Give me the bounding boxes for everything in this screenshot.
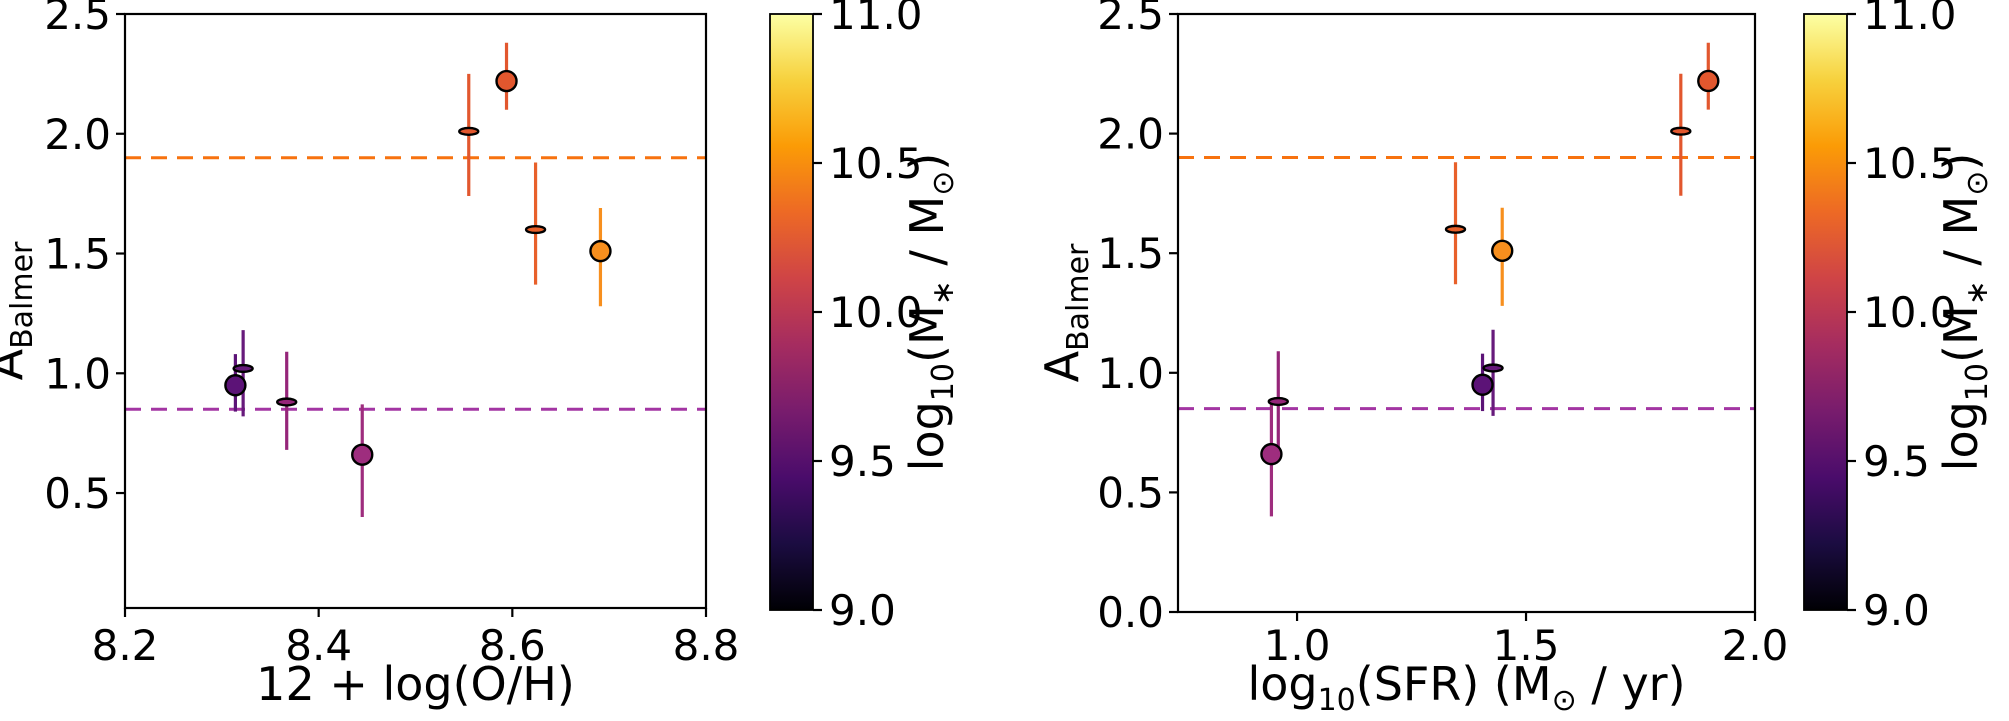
y-tick-label-0.0: 0.0	[1097, 588, 1164, 637]
colorbar-stellar-mass-left: 9.0 9.5 10.0 10.5 11.0 log10(M∗ / M⊙)	[769, 0, 961, 635]
y-tick-label-0.5: 0.5	[1097, 468, 1164, 517]
data-point-ellipse-2	[276, 397, 298, 407]
colorbar-tick-label-9.0: 9.0	[829, 586, 896, 635]
data-point-circle-3	[1260, 442, 1283, 466]
data-point-ellipse-1	[232, 363, 254, 374]
y-axis-label: ABalmer	[0, 241, 40, 380]
x-tick-label-8.8: 8.8	[673, 621, 740, 670]
data-point-circle-5	[1697, 69, 1720, 93]
y-tick-label-1.0: 1.0	[1097, 349, 1164, 398]
y-tick-label-1.0: 1.0	[44, 349, 111, 398]
data-point-ellipse-6	[524, 224, 547, 235]
x-tick-label-8.6: 8.6	[479, 621, 546, 670]
y-tick-label-1.5: 1.5	[1097, 229, 1164, 278]
data-point-circle-0	[224, 374, 247, 397]
x-tick-label-8.2: 8.2	[92, 621, 159, 670]
colorbar-label: log10(M∗ / M⊙)	[1934, 153, 1995, 472]
x-axis-label: 12 + log(O/H)	[256, 657, 575, 711]
axes-spines	[123, 12, 708, 610]
data-point-ellipse-6	[1444, 224, 1467, 234]
panel-metallicity: 8.2 8.4 8.6 8.8 0.5 1.0 1.5 2.0 2.5 12 + log(O/H)…	[0, 0, 739, 711]
colorbar-tick-label-10.0: 10.0	[829, 288, 923, 337]
data-point-circle-5	[495, 69, 518, 93]
data-point-circle-7	[1491, 239, 1514, 263]
data-point-circle-0	[1471, 373, 1494, 396]
colorbar-tick-label-11.0: 11.0	[1863, 0, 1957, 39]
colorbar-gradient	[769, 13, 814, 611]
y-tick-label-2.5: 2.5	[1097, 0, 1164, 39]
colorbar-gradient	[1803, 13, 1848, 611]
colorbar-tick-label-9.5: 9.5	[829, 437, 896, 486]
data-point-ellipse-2	[1267, 396, 1289, 407]
data-point-circle-3	[351, 443, 374, 466]
colorbar-tick-label-10.0: 10.0	[1863, 288, 1957, 337]
colorbar-tick-label-9.5: 9.5	[1863, 437, 1930, 486]
axes-spines	[1176, 12, 1757, 614]
colorbar-label: log10(M∗ / M⊙)	[900, 153, 961, 472]
data-point-ellipse-4	[458, 126, 480, 136]
y-tick-label-2.0: 2.0	[1097, 110, 1164, 159]
y-axis-label: ABalmer	[1035, 243, 1096, 382]
y-tick-label-2.5: 2.5	[44, 0, 111, 39]
x-tick-label-2.0: 2.0	[1722, 621, 1789, 670]
x-tick-label-1.5: 1.5	[1493, 621, 1560, 670]
panel-sfr: 1.0 1.5 2.0 0.0 0.5 1.0 1.5 2.0 2.5 log10(SFR) (M…	[1035, 0, 1788, 718]
colorbar-tick-label-10.5: 10.5	[1863, 139, 1957, 188]
y-tick-label-1.5: 1.5	[44, 230, 111, 279]
data-point-ellipse-1	[1482, 363, 1504, 373]
colorbar-tick-label-10.5: 10.5	[829, 139, 923, 188]
y-tick-label-0.5: 0.5	[44, 469, 111, 518]
x-axis-label: log10(SFR) (M⊙ / yr)	[1247, 657, 1685, 718]
data-point-ellipse-4	[1670, 126, 1692, 136]
colorbar-tick-label-11.0: 11.0	[829, 0, 923, 39]
data-point-circle-7	[589, 239, 612, 263]
y-tick-label-2.0: 2.0	[44, 110, 111, 159]
x-tick-label-1.0: 1.0	[1264, 621, 1331, 670]
colorbar-stellar-mass-right: 9.0 9.5 10.0 10.5 11.0 log10(M∗ / M⊙)	[1803, 0, 1995, 635]
colorbar-tick-label-9.0: 9.0	[1863, 586, 1930, 635]
x-tick-label-8.4: 8.4	[285, 621, 352, 670]
